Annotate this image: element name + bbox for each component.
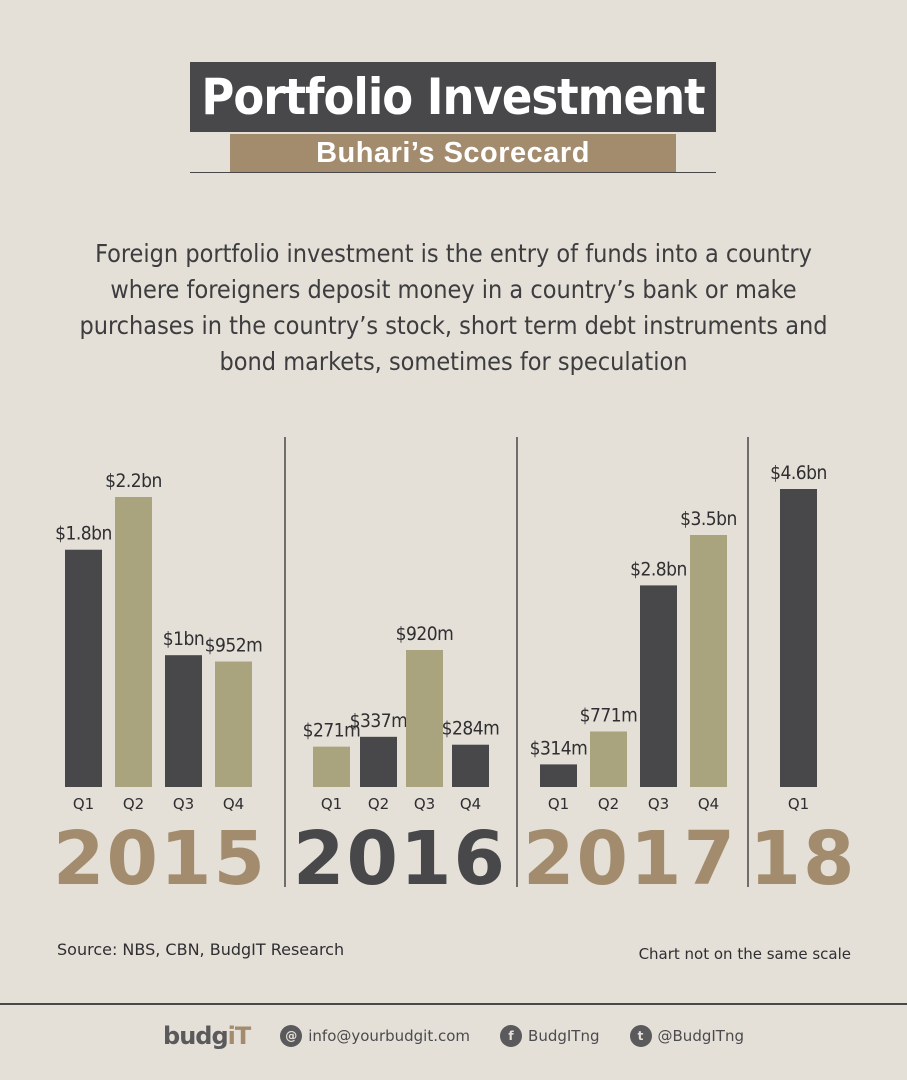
source-note: Source: NBS, CBN, BudgIT Research: [57, 940, 345, 959]
data-label-18-q1: $4.6bn: [770, 462, 827, 484]
quarter-label-2015-q3: Q3: [173, 795, 194, 813]
twitter-contact[interactable]: t @BudgITng: [629, 1025, 744, 1047]
quarter-label-2017-q3: Q3: [648, 795, 669, 813]
year-label-18: 18: [750, 816, 857, 902]
email-text[interactable]: info@yourbudgit.com: [308, 1027, 471, 1045]
twitter-icon: t: [629, 1025, 652, 1047]
quarter-label-18-q1: Q1: [788, 795, 809, 813]
bar-2016-q1: [313, 746, 350, 787]
facebook-text[interactable]: BudgITng: [528, 1027, 600, 1045]
data-label-2017-q2: $771m: [580, 704, 638, 726]
data-label-2016-q3: $920m: [396, 623, 454, 645]
data-label-2015-q4: $952m: [205, 635, 263, 657]
bar-2017-q1: [540, 764, 577, 787]
quarter-label-2015-q4: Q4: [223, 795, 244, 813]
budgit-logo: budgiT: [163, 1022, 251, 1050]
quarter-label-2017-q1: Q1: [548, 795, 569, 813]
bar-2016-q3: [406, 650, 443, 787]
bar-2015-q4: [215, 661, 252, 787]
quarter-label-2015-q1: Q1: [73, 795, 94, 813]
subtitle-underline: [190, 172, 716, 173]
scale-note: Chart not on the same scale: [638, 945, 851, 963]
quarter-label-2016-q3: Q3: [414, 795, 435, 813]
bar-chart: $1.8bn Q1 $2.2bn Q2 $1bn Q3 $952m Q4 2015 $271m Q1…: [53, 437, 857, 902]
email-contact[interactable]: @ info@yourbudgit.com: [280, 1025, 470, 1047]
data-label-2016-q1: $271m: [303, 720, 361, 742]
quarter-label-2016-q2: Q2: [368, 795, 389, 813]
bar-2015-q1: [65, 549, 102, 787]
mail-icon: @: [280, 1025, 303, 1047]
data-label-2016-q2: $337m: [350, 710, 408, 732]
bar-2015-q2: [115, 497, 152, 787]
data-label-2017-q1: $314m: [530, 737, 588, 759]
bar-2017-q2: [590, 731, 627, 787]
facebook-contact[interactable]: f BudgITng: [500, 1025, 600, 1047]
year-label-2016: 2016: [293, 816, 507, 902]
twitter-text[interactable]: @BudgITng: [657, 1027, 744, 1045]
quarter-label-2016-q1: Q1: [321, 795, 342, 813]
quarter-label-2016-q4: Q4: [460, 795, 481, 813]
data-label-2017-q3: $2.8bn: [630, 558, 687, 580]
year-label-2017: 2017: [523, 816, 737, 902]
year-label-2015: 2015: [53, 816, 267, 902]
quarter-label-2015-q2: Q2: [123, 795, 144, 813]
quarter-label-2017-q2: Q2: [598, 795, 619, 813]
footer: budgiT @ info@yourbudgit.com f BudgITng …: [0, 1018, 907, 1054]
bar-2017-q4: [690, 535, 727, 787]
bar-2017-q3: [640, 585, 677, 787]
bar-2016-q4: [452, 744, 489, 787]
quarter-label-2017-q4: Q4: [698, 795, 719, 813]
data-label-2016-q4: $284m: [442, 718, 500, 740]
chart-title: Portfolio Investment: [190, 62, 716, 132]
bar-18-q1: [780, 489, 817, 787]
data-label-2015-q1: $1.8bn: [55, 523, 112, 545]
chart-subtitle: Buhari’s Scorecard: [230, 134, 676, 172]
footer-divider: [0, 1003, 907, 1005]
bar-2015-q3: [165, 655, 202, 787]
data-label-2015-q3: $1bn: [163, 628, 204, 650]
description-text: Foreign portfolio investment is the entr…: [79, 239, 828, 376]
facebook-icon: f: [500, 1025, 523, 1047]
data-label-2015-q2: $2.2bn: [105, 470, 162, 492]
data-label-2017-q4: $3.5bn: [680, 508, 737, 530]
bar-2016-q2: [360, 736, 397, 787]
